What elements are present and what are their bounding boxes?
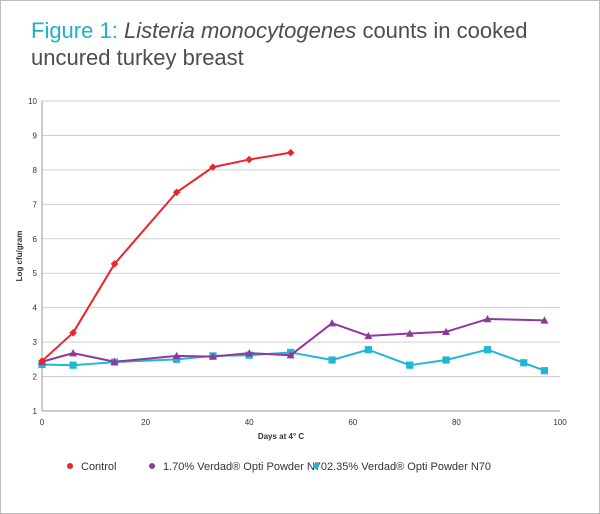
legend-marker-control [67, 463, 73, 469]
data-point-control [172, 188, 181, 197]
title-organism: Listeria monocytogenes [123, 18, 357, 43]
data-point-control [69, 329, 77, 337]
legend-label-verdad-170: 1.70% Verdad® Opti Powder N70 [163, 461, 327, 473]
y-tick-label: 2 [33, 373, 38, 382]
y-tick-label: 6 [33, 235, 38, 244]
y-tick-label: 4 [33, 304, 38, 313]
y-tick-label: 5 [33, 269, 38, 278]
data-point-verdad-170 [110, 357, 119, 365]
title-figure-label: Figure 1: [31, 18, 118, 43]
x-tick-label: 100 [553, 418, 567, 427]
legend-marker-verdad-235 [313, 463, 319, 469]
x-tick-label: 20 [141, 418, 150, 427]
data-point-verdad-235 [69, 361, 77, 369]
data-point-control [110, 260, 119, 268]
y-tick-label: 10 [28, 97, 37, 106]
data-point-verdad-170 [483, 315, 492, 323]
legend-marker-verdad-170 [149, 463, 155, 469]
x-tick-label: 0 [40, 418, 45, 427]
data-point-control [38, 357, 46, 365]
data-point-verdad-235 [540, 367, 549, 375]
data-point-verdad-235 [364, 346, 372, 354]
data-point-verdad-235 [442, 356, 450, 364]
data-point-verdad-235 [483, 346, 492, 354]
data-point-verdad-235 [520, 359, 528, 367]
x-axis-title: Days at 4° C [258, 432, 305, 441]
data-point-verdad-170 [364, 331, 373, 340]
y-tick-label: 3 [33, 338, 38, 347]
data-point-verdad-170 [442, 327, 451, 335]
y-tick-label: 1 [33, 407, 38, 416]
data-point-verdad-170 [69, 349, 78, 357]
series-line-control [41, 151, 291, 362]
legend-label-verdad-235: 2.35% Verdad® Opti Powder N70 [327, 461, 491, 473]
legend-label-control: Control [81, 461, 116, 473]
data-point-verdad-170 [208, 352, 217, 360]
data-point-verdad-170 [172, 351, 181, 360]
data-point-verdad-235 [328, 356, 336, 364]
data-point-verdad-170 [328, 319, 337, 327]
data-point-verdad-170 [540, 316, 549, 324]
y-axis-title: Log cfu/gram [15, 231, 24, 282]
data-point-control [245, 155, 253, 164]
chart-title: Figure 1: Listeria monocytogenes counts … [31, 17, 571, 71]
y-tick-label: 8 [33, 166, 38, 175]
data-point-verdad-170 [245, 349, 254, 357]
data-point-verdad-170 [286, 351, 295, 359]
data-point-verdad-235 [406, 361, 414, 369]
x-tick-label: 80 [452, 418, 461, 427]
x-tick-label: 60 [348, 418, 357, 427]
x-tick-label: 40 [245, 418, 254, 427]
data-point-control [209, 163, 217, 171]
data-point-verdad-235 [173, 355, 181, 363]
data-point-control [286, 148, 295, 157]
title-rest: counts in cooked uncured turkey breast [31, 18, 528, 70]
data-point-verdad-170 [405, 329, 414, 337]
y-tick-label: 9 [33, 131, 38, 140]
y-tick-label: 7 [33, 200, 38, 209]
